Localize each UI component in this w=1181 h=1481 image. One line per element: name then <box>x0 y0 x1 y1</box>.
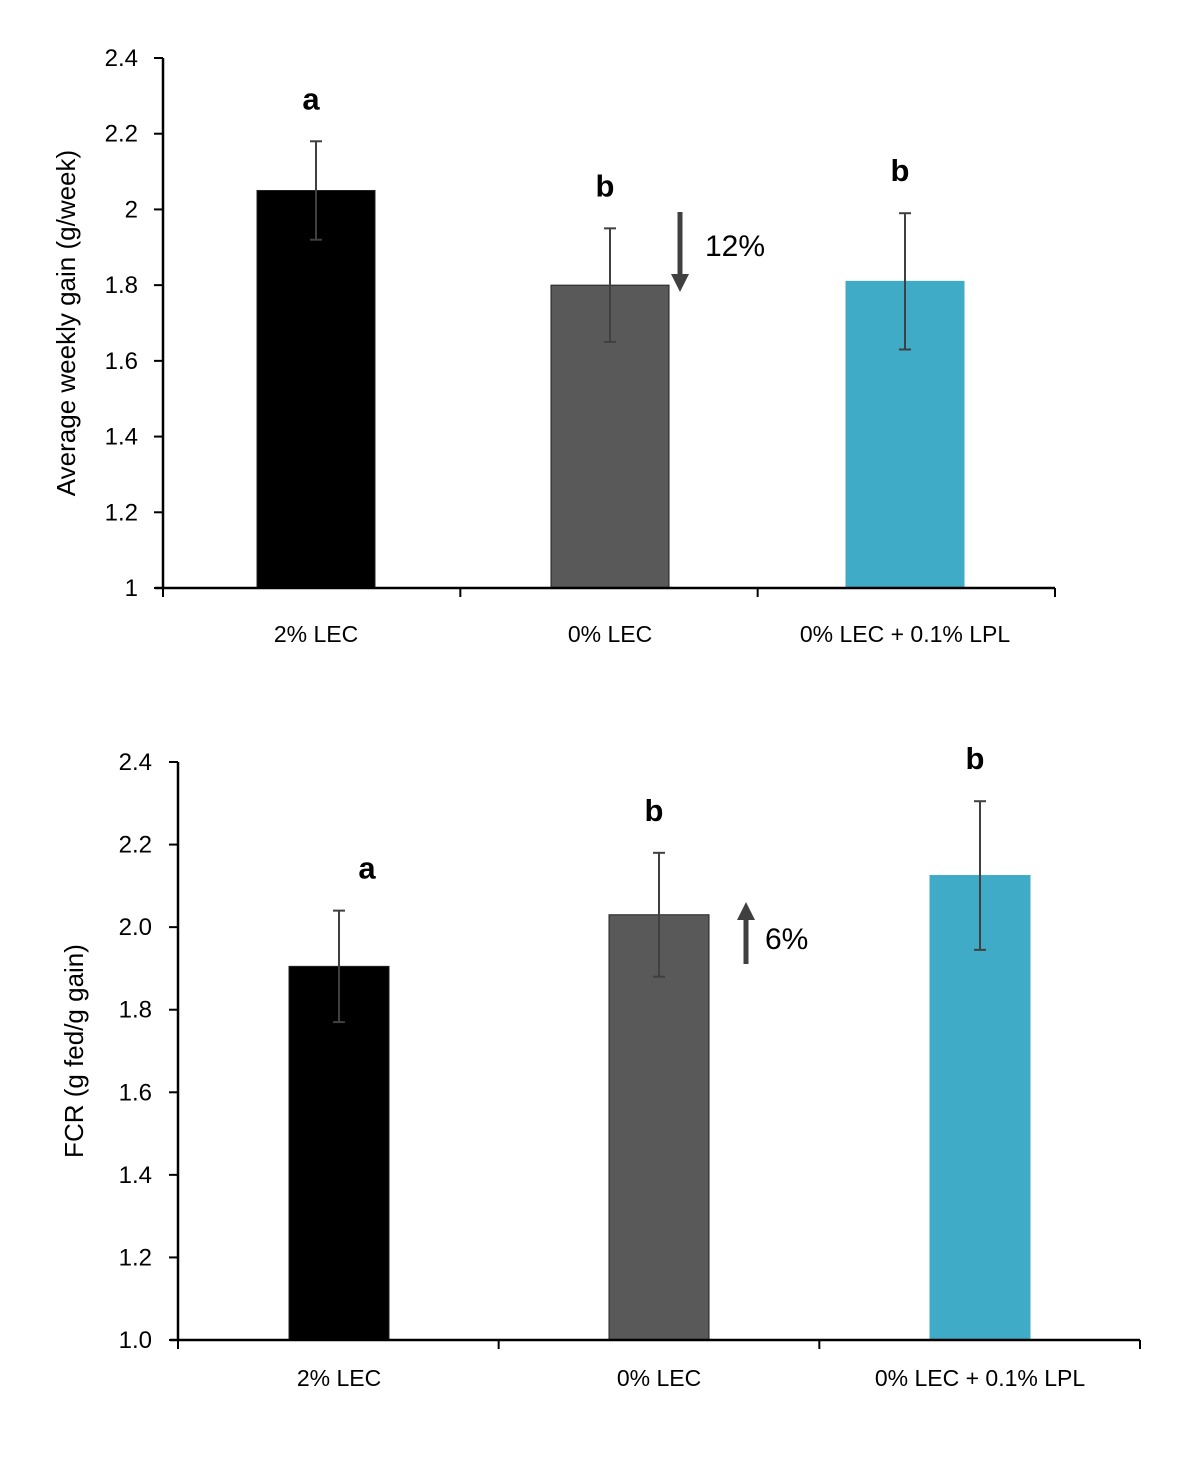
x-category-label-2: 0% LEC + 0.1% LPL <box>875 1365 1086 1391</box>
bar-0 <box>256 190 376 589</box>
y-tick-label-4: 1.8 <box>105 272 138 299</box>
fcr-chart: a b b 1.0 1.2 1.4 1.6 1.8 2.0 2.2 2.4 2% LEC 0% LEC 0… <box>59 741 1141 1391</box>
x-category-label-2: 0% LEC + 0.1% LPL <box>800 621 1011 647</box>
error-bar-2 <box>899 212 911 351</box>
y-tick-label-7: 2.4 <box>119 749 152 776</box>
y-tick-label-3: 1.6 <box>119 1079 152 1106</box>
significance-letter-2: b <box>966 741 985 776</box>
x-category-label-0: 2% LEC <box>297 1365 381 1391</box>
y-tick-label-1: 1.2 <box>105 499 138 526</box>
x-category-label-0: 2% LEC <box>274 621 358 647</box>
percent-change-label: 12% <box>705 230 765 263</box>
error-bar-1 <box>604 227 616 343</box>
y-tick-label-3: 1.6 <box>105 348 138 375</box>
weekly-gain-chart: a b b 1 1.2 1.4 1.6 1.8 2 2.2 2.4 2% LEC 0% LEC 0% LE… <box>51 45 1056 647</box>
x-category-label-1: 0% LEC <box>568 621 652 647</box>
arrow-head <box>737 902 755 920</box>
y-tick-label-4: 1.8 <box>119 997 152 1024</box>
error-bar-0 <box>333 909 345 1024</box>
arrow-head <box>671 274 689 292</box>
y-tick-label-6: 2.2 <box>105 121 138 148</box>
y-tick-label-6: 2.2 <box>119 832 152 859</box>
significance-letter-0: a <box>302 81 320 116</box>
arrow-up-icon <box>737 902 755 964</box>
bar-1 <box>608 914 710 1341</box>
bar-2 <box>929 875 1031 1341</box>
arrow-down-icon <box>671 212 689 292</box>
percent-change-label: 6% <box>765 923 808 956</box>
x-category-label-1: 0% LEC <box>617 1365 701 1391</box>
y-tick-label-0: 1.0 <box>119 1327 152 1354</box>
significance-letter-0: a <box>358 851 376 886</box>
y-axis-label: Average weekly gain (g/week) <box>51 150 81 496</box>
y-tick-label-7: 2.4 <box>105 45 138 72</box>
bar-0 <box>288 965 390 1341</box>
significance-letter-1: b <box>596 168 615 203</box>
error-bar-2 <box>974 800 986 951</box>
error-bar-0 <box>310 140 322 241</box>
y-tick-label-2: 1.4 <box>105 424 138 451</box>
y-tick-label-2: 1.4 <box>119 1162 152 1189</box>
y-tick-label-0: 1 <box>125 575 138 602</box>
y-tick-label-5: 2 <box>125 196 138 223</box>
y-tick-label-5: 2.0 <box>119 914 152 941</box>
significance-letter-2: b <box>891 153 910 188</box>
error-bar-1 <box>653 851 665 978</box>
significance-letter-1: b <box>645 793 664 828</box>
y-tick-label-1: 1.2 <box>119 1244 152 1271</box>
y-axis-label: FCR (g fed/g gain) <box>59 944 89 1158</box>
